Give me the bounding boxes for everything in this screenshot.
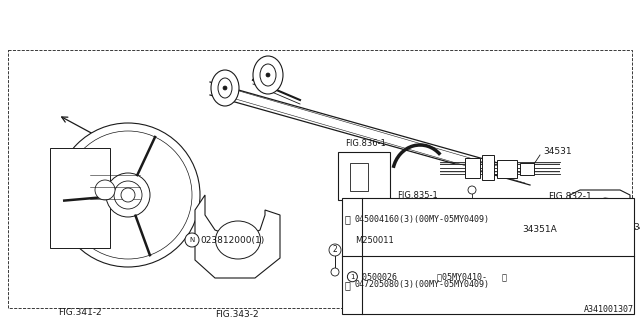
Ellipse shape	[218, 78, 232, 98]
Polygon shape	[495, 225, 520, 255]
Bar	[582, 205, 619, 225]
Circle shape	[331, 268, 339, 276]
Bar	[342, 198, 634, 314]
Bar	[520, 163, 534, 175]
Circle shape	[95, 180, 115, 200]
Text: A341001307: A341001307	[584, 305, 634, 314]
Text: 045004160(3)(00MY-05MY0409): 045004160(3)(00MY-05MY0409)	[355, 215, 490, 224]
Circle shape	[468, 186, 476, 194]
Text: 2: 2	[333, 245, 337, 254]
Circle shape	[114, 181, 142, 209]
Ellipse shape	[253, 56, 283, 94]
Circle shape	[329, 244, 341, 256]
Circle shape	[56, 123, 200, 267]
Text: Ⓢ: Ⓢ	[344, 214, 350, 224]
Text: FIG.832-1: FIG.832-1	[548, 192, 592, 201]
Circle shape	[348, 272, 357, 282]
Ellipse shape	[216, 221, 260, 259]
Polygon shape	[210, 82, 530, 185]
Bar	[350, 163, 368, 191]
Text: FIG.343-2: FIG.343-2	[215, 310, 259, 319]
Polygon shape	[195, 195, 280, 278]
Bar	[497, 160, 517, 178]
Bar	[338, 152, 390, 200]
Bar	[8, 50, 632, 308]
Text: FIG.341-2: FIG.341-2	[58, 308, 102, 317]
Text: 047205080(3)(00MY-05MY0409): 047205080(3)(00MY-05MY0409)	[355, 280, 490, 289]
Ellipse shape	[260, 64, 276, 86]
Circle shape	[185, 233, 199, 247]
Text: 0500026        々05MY0410-   〆: 0500026 々05MY0410- 〆	[362, 272, 508, 281]
Bar	[482, 155, 494, 180]
Text: 1: 1	[443, 270, 447, 279]
Text: 34351A: 34351A	[522, 226, 557, 235]
Circle shape	[121, 188, 135, 202]
Circle shape	[223, 86, 227, 90]
Circle shape	[266, 73, 270, 77]
Circle shape	[106, 173, 150, 217]
Bar	[465, 158, 480, 178]
Text: 023812000(1): 023812000(1)	[200, 236, 264, 244]
Text: 34531: 34531	[543, 148, 572, 156]
Text: M250011: M250011	[355, 236, 394, 245]
Text: FRONT: FRONT	[72, 148, 104, 157]
Bar	[355, 202, 379, 230]
Polygon shape	[570, 190, 630, 258]
Circle shape	[441, 294, 449, 302]
Bar	[578, 200, 623, 250]
Text: N: N	[189, 237, 195, 243]
Text: FIG.836-1: FIG.836-1	[345, 139, 386, 148]
Text: 1: 1	[350, 274, 355, 280]
Polygon shape	[555, 198, 620, 217]
Ellipse shape	[211, 70, 239, 106]
Text: Ⓢ: Ⓢ	[344, 280, 350, 290]
Text: 34341: 34341	[633, 223, 640, 233]
Circle shape	[439, 269, 451, 281]
Circle shape	[64, 131, 192, 259]
Bar	[50, 148, 110, 248]
Text: FIG.835-1: FIG.835-1	[397, 191, 438, 200]
Polygon shape	[555, 225, 615, 250]
